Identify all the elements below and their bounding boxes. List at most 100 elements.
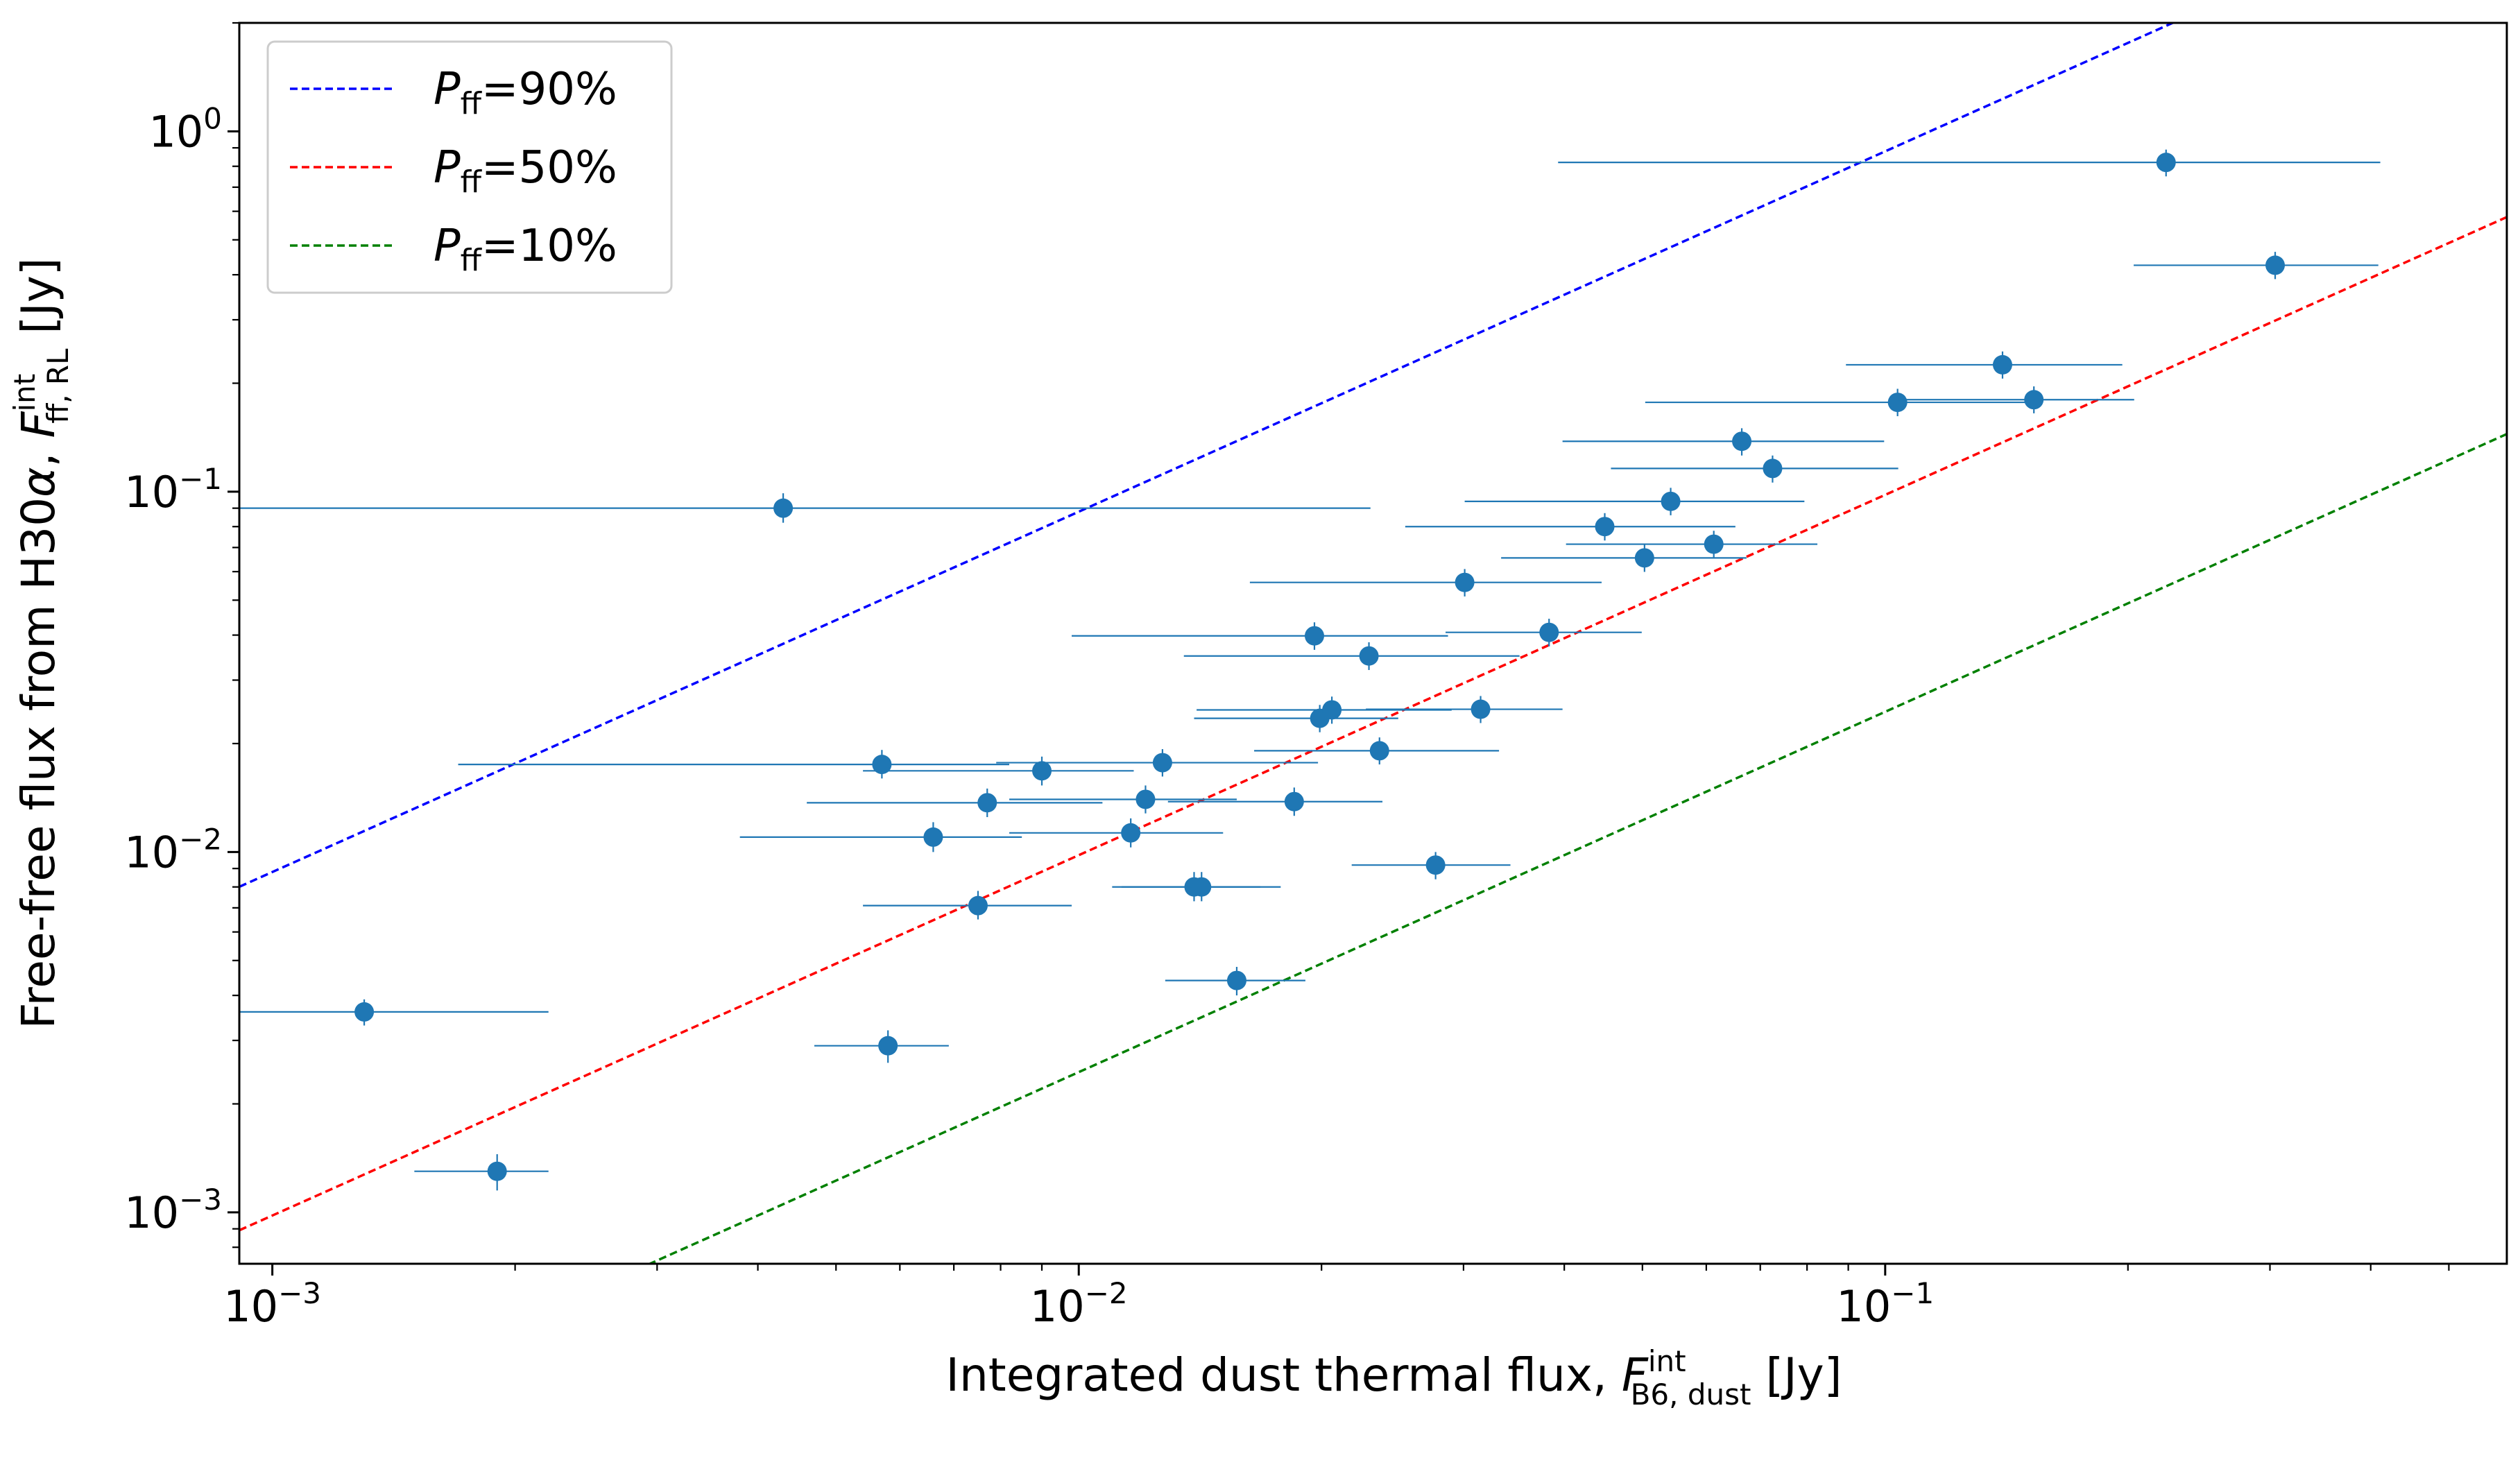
y-axis-title-sup: int (8, 374, 42, 412)
data-point (863, 756, 1134, 786)
y-axis-title-sub: ff, RL (41, 348, 75, 424)
legend-value: =10% (481, 221, 617, 272)
data-point (1501, 544, 1747, 572)
x-axis-title-main: Integrated dust thermal flux, (946, 1348, 1622, 1402)
x-axis-title-sub: B6, dust (1631, 1378, 1751, 1411)
data-point (1165, 966, 1305, 996)
data-point (814, 1030, 949, 1063)
x-tick-base: 10 (1030, 1281, 1085, 1332)
y-tick-base: 10 (124, 467, 179, 517)
data-point (1249, 569, 1602, 597)
x-tick-label: 10−2 (1030, 1276, 1128, 1332)
data-marker (1471, 699, 1491, 719)
y-tick-exp: 0 (203, 101, 222, 135)
data-marker (1992, 354, 2012, 375)
data-marker (1192, 877, 1212, 897)
x-tick-base: 10 (223, 1281, 278, 1332)
data-point (1446, 619, 1642, 646)
data-point (1846, 351, 2123, 379)
legend-value: =90% (481, 64, 617, 115)
x-tick-exp: −3 (278, 1276, 321, 1310)
data-point (1562, 428, 1885, 456)
y-axis-title-comma: , (12, 438, 65, 467)
data-marker (1359, 646, 1379, 666)
data-point (807, 788, 1103, 818)
y-tick-base: 10 (148, 106, 203, 157)
data-marker (1887, 393, 1908, 413)
y-axis-title-alpha: α (12, 467, 65, 497)
legend-sub: ff (461, 86, 483, 121)
data-marker (1121, 823, 1141, 843)
data-marker (1455, 572, 1475, 592)
data-marker (1661, 491, 1681, 511)
legend-var: P (434, 142, 461, 194)
data-point (1009, 818, 1224, 848)
data-point (1183, 642, 1520, 670)
legend-box (266, 40, 673, 294)
data-marker (1135, 789, 1156, 809)
reference-line-3 (646, 433, 2507, 1264)
data-marker (1704, 534, 1724, 554)
data-point (739, 822, 1022, 852)
data-marker (1284, 791, 1304, 812)
plot-frame (238, 22, 2508, 1265)
data-point (1009, 785, 1237, 814)
data-marker (1539, 622, 1559, 642)
legend: Pff=90%Pff=50%Pff=10% (266, 40, 673, 294)
data-point (2134, 252, 2378, 280)
data-marker (773, 498, 794, 518)
data-marker (872, 755, 892, 775)
legend-sub: ff (461, 243, 483, 278)
data-point (1405, 513, 1735, 541)
y-axis-title-main: Free-free flux from H30 (12, 497, 65, 1029)
y-tick-label: 10−2 (124, 822, 222, 877)
data-point (1366, 696, 1563, 723)
data-point (1121, 872, 1281, 902)
legend-var: P (434, 221, 461, 272)
x-axis-title: Integrated dust thermal flux, Fint B6, du… (946, 1344, 1842, 1411)
data-marker (923, 827, 943, 847)
data-marker (1226, 970, 1246, 990)
data-point (239, 999, 549, 1026)
data-point (414, 1154, 549, 1191)
data-points (239, 149, 2381, 1191)
y-tick-base: 10 (124, 827, 179, 877)
data-marker (968, 895, 988, 916)
data-marker (1763, 458, 1783, 479)
legend-sub: ff (461, 164, 483, 200)
data-point (458, 750, 1010, 779)
data-point (1558, 149, 2381, 177)
data-point (1611, 455, 1898, 483)
y-tick-exp: −3 (179, 1183, 222, 1217)
data-marker (1032, 761, 1052, 781)
y-tick-label: 100 (148, 101, 222, 157)
x-tick-exp: −1 (1891, 1276, 1934, 1310)
data-point (1072, 622, 1448, 650)
data-marker (1425, 855, 1446, 875)
data-marker (977, 793, 997, 813)
y-tick-exp: −2 (179, 822, 222, 856)
y-axis-title: Free-free flux from H30α, Fintff, RL [Jy… (8, 257, 75, 1029)
legend-label: Pff=50% (434, 142, 617, 200)
data-point (1351, 852, 1511, 879)
y-tick-exp: −1 (179, 462, 222, 496)
data-marker (2156, 153, 2176, 173)
y-axis-title-unit: [Jy] (12, 257, 65, 348)
y-tick-label: 10−3 (124, 1183, 222, 1238)
data-marker (878, 1036, 898, 1056)
data-point (1167, 787, 1383, 816)
data-marker (487, 1161, 507, 1181)
data-marker (1304, 626, 1324, 646)
y-tick-label: 10−1 (124, 462, 222, 517)
data-point (996, 749, 1319, 777)
data-point (1566, 531, 1818, 558)
x-tick-exp: −2 (1085, 1276, 1128, 1310)
data-marker (1634, 548, 1654, 568)
data-marker (1732, 431, 1752, 452)
data-marker (1152, 753, 1172, 773)
data-marker (2024, 390, 2044, 410)
x-axis-title-unit: [Jy] (1751, 1348, 1842, 1402)
